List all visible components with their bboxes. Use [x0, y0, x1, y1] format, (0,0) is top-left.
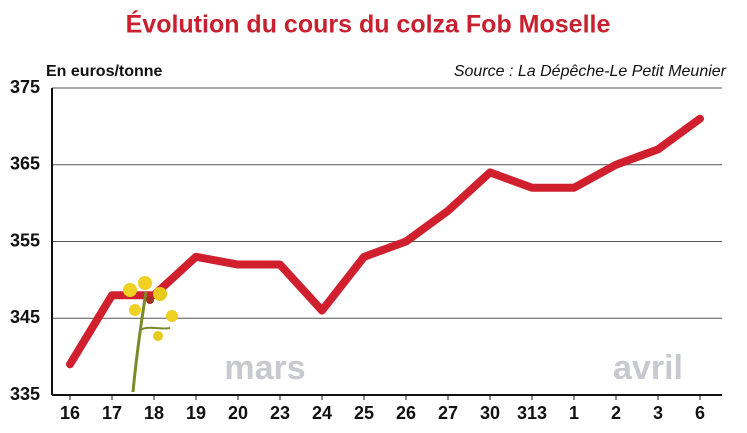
x-tick-label: 1: [569, 403, 579, 423]
x-tick-label: 27: [438, 403, 458, 423]
x-tick-label: 3: [653, 403, 663, 423]
source: Source : La Dépêche-Le Petit Meunier: [454, 63, 727, 80]
x-tick-label: 24: [312, 403, 332, 423]
x-tick-label: 20: [228, 403, 248, 423]
x-tick-label: 2: [611, 403, 621, 423]
month-label: mars: [224, 349, 305, 387]
flower-illustration: [123, 276, 178, 393]
x-tick-label: 19: [186, 403, 206, 423]
x-tick-label: 25: [354, 403, 374, 423]
y-tick-label: 365: [10, 154, 40, 174]
chart-title: Évolution du cours du colza Fob Moselle: [126, 10, 611, 39]
x-tick-label: 26: [396, 403, 416, 423]
y-tick-label: 335: [10, 384, 40, 404]
y-tick-label: 355: [10, 230, 40, 250]
month-label: avril: [613, 349, 683, 387]
x-tick-label: 16: [60, 403, 80, 423]
x-tick-label: 17: [102, 403, 122, 423]
x-tick-label: 23: [270, 403, 290, 423]
x-tick-label: 6: [695, 403, 705, 423]
x-tick-label: 30: [480, 403, 500, 423]
y-axis-label: En euros/tonne: [46, 63, 163, 80]
y-tick-label: 375: [10, 77, 40, 97]
line-series: [66, 114, 704, 369]
y-tick-label: 345: [10, 307, 40, 327]
x-tick-label: 313: [517, 403, 547, 423]
x-tick-label: 18: [144, 403, 164, 423]
